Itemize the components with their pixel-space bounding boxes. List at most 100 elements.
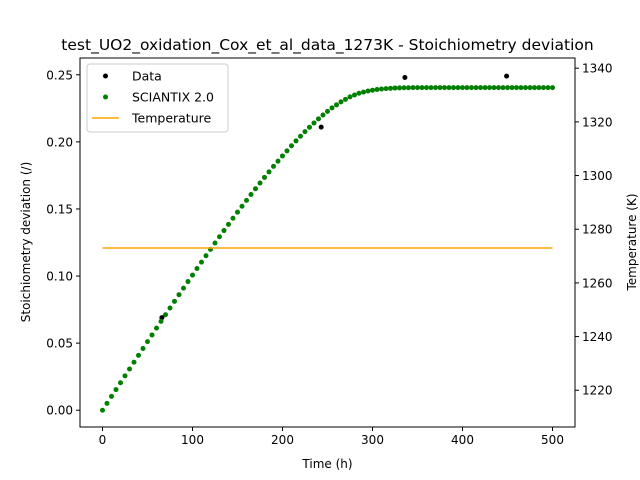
sciantix-point xyxy=(451,85,456,91)
sciantix-point xyxy=(271,163,276,169)
legend-label: Temperature xyxy=(131,111,211,126)
sciantix-point xyxy=(419,85,425,91)
sciantix-point xyxy=(379,86,384,92)
sciantix-point xyxy=(320,112,326,118)
plot-frame xyxy=(79,57,576,428)
y2-tick-label: 1300 xyxy=(582,169,613,183)
y2-tick-label: 1240 xyxy=(582,330,613,344)
y-tick-label: 0.15 xyxy=(46,202,73,216)
x-tick-label: 100 xyxy=(181,433,204,447)
sciantix-point xyxy=(221,228,227,234)
sciantix-point xyxy=(433,85,438,91)
sciantix-point xyxy=(487,85,492,91)
sciantix-point xyxy=(496,85,501,91)
sciantix-point xyxy=(392,85,398,91)
sciantix-point xyxy=(136,352,141,358)
sciantix-point xyxy=(104,400,110,406)
sciantix-point xyxy=(293,138,299,144)
sciantix-point xyxy=(478,85,483,91)
sciantix-point xyxy=(248,191,254,197)
sciantix-point xyxy=(280,153,285,159)
sciantix-point xyxy=(163,312,168,318)
x-tick-label: 200 xyxy=(271,433,294,447)
y-axis-label: Stoichiometry deviation (/) xyxy=(19,162,33,323)
x-axis-label: Time (h) xyxy=(301,457,352,471)
sciantix-point xyxy=(149,332,155,338)
sciantix-point xyxy=(523,85,528,91)
data-point xyxy=(402,74,408,80)
legend-label: Data xyxy=(132,69,162,84)
data-point xyxy=(504,73,510,79)
sciantix-point xyxy=(158,318,164,324)
y-axis-left: 0.00 0.05 0.10 0.15 0.20 0.25 xyxy=(46,68,80,418)
sciantix-point xyxy=(514,85,519,91)
sciantix-point xyxy=(428,85,434,91)
sciantix-point xyxy=(275,158,281,164)
sciantix-point xyxy=(509,85,515,91)
sciantix-point xyxy=(140,346,146,352)
x-tick-label: 0 xyxy=(99,433,107,447)
y-tick-label: 0.25 xyxy=(46,68,73,82)
sciantix-point xyxy=(235,209,240,215)
y-tick-label: 0.10 xyxy=(46,270,73,284)
sciantix-point xyxy=(410,85,416,91)
sciantix-point xyxy=(370,87,375,93)
sciantix-point xyxy=(311,120,317,126)
sciantix-point xyxy=(338,99,344,105)
y-axis-right: 1220 1240 1260 1280 1300 1320 1340 xyxy=(575,62,613,398)
sciantix-point xyxy=(172,298,177,304)
sciantix-point xyxy=(316,116,321,122)
sciantix-point xyxy=(469,85,474,91)
sciantix-point xyxy=(194,266,200,272)
y-tick-label: 0.05 xyxy=(46,337,73,351)
legend-box xyxy=(86,63,229,133)
y2-tick-label: 1260 xyxy=(582,276,613,290)
sciantix-point xyxy=(442,85,447,91)
y2-tick-label: 1320 xyxy=(582,115,613,129)
sciantix-point xyxy=(437,85,443,91)
x-tick-label: 400 xyxy=(451,433,474,447)
sciantix-point xyxy=(226,221,231,227)
sciantix-point xyxy=(127,366,132,372)
sciantix-point xyxy=(230,215,236,221)
sciantix-point xyxy=(455,85,461,91)
sciantix-point xyxy=(527,85,533,91)
sciantix-point xyxy=(365,88,371,94)
legend-marker-1 xyxy=(103,94,108,100)
legend: Data SCIANTIX 2.0 Temperature xyxy=(86,63,229,133)
sciantix-point xyxy=(122,373,128,379)
sciantix-point xyxy=(397,85,402,91)
sciantix-point xyxy=(374,87,380,93)
sciantix-point xyxy=(145,339,150,345)
series-1 xyxy=(100,85,555,413)
sciantix-point xyxy=(491,85,497,91)
data-point xyxy=(159,315,165,321)
sciantix-point xyxy=(415,85,420,91)
sciantix-point xyxy=(401,85,407,91)
sciantix-point xyxy=(185,279,191,285)
sciantix-point xyxy=(329,105,335,111)
sciantix-point xyxy=(284,148,290,154)
sciantix-point xyxy=(307,124,312,130)
sciantix-point xyxy=(244,197,249,203)
sciantix-point xyxy=(505,85,510,91)
sciantix-point xyxy=(406,85,411,91)
sciantix-point xyxy=(541,85,546,91)
sciantix-point xyxy=(212,240,218,246)
sciantix-point xyxy=(473,85,479,91)
sciantix-point xyxy=(298,133,303,139)
sciantix-point xyxy=(109,393,114,399)
y2-axis-label: Temperature (K) xyxy=(625,193,639,291)
y-tick-label: 0.00 xyxy=(46,404,73,418)
sciantix-point xyxy=(460,85,465,91)
x-tick-label: 300 xyxy=(361,433,384,447)
sciantix-point xyxy=(361,89,366,95)
sciantix-point xyxy=(424,85,429,91)
sciantix-point xyxy=(100,407,105,413)
sciantix-point xyxy=(118,380,123,386)
sciantix-point xyxy=(545,85,551,91)
series-0 xyxy=(159,73,510,321)
y2-tick-label: 1220 xyxy=(582,384,613,398)
sciantix-point xyxy=(343,96,348,102)
